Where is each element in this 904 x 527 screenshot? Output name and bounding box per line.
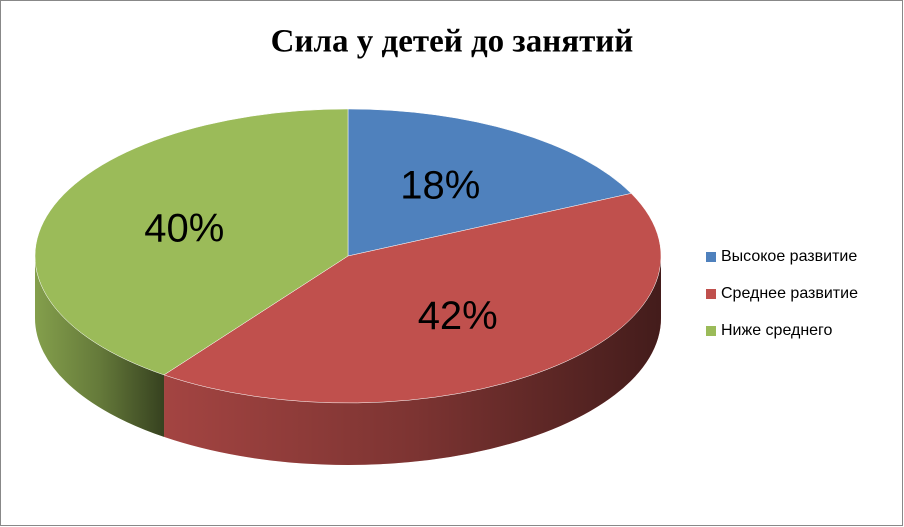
slice-side-shade	[35, 256, 165, 437]
legend-label: Среднее развитие	[721, 285, 858, 302]
chart-title: Сила у детей до занятий	[271, 24, 634, 60]
slice	[34, 108, 349, 376]
legend-swatch	[706, 326, 716, 336]
data-label: 18%	[400, 163, 480, 207]
legend-label: Высокое развитие	[721, 248, 857, 265]
legend-swatch	[706, 252, 716, 262]
legend-label: Ниже среднего	[721, 322, 833, 339]
legend-swatch	[706, 289, 716, 299]
data-label: 42%	[418, 294, 498, 338]
data-label: 40%	[144, 207, 224, 251]
slice	[347, 108, 632, 257]
slice-side-shade	[164, 256, 662, 465]
slice	[163, 193, 662, 404]
